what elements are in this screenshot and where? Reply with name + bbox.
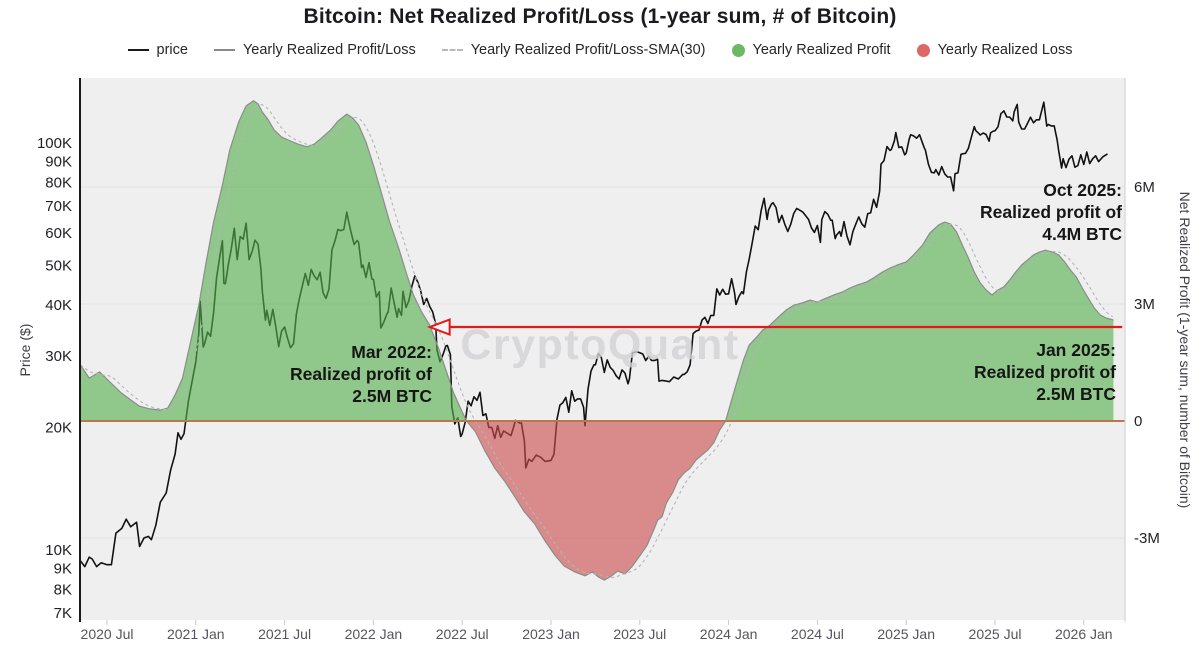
price-axis-tick-label: 100K: [37, 135, 72, 152]
x-axis-tick-label: 2022 Jan: [345, 626, 403, 642]
annotation-mar-2022-line: 2.5M BTC: [352, 386, 432, 406]
loss-area: [80, 421, 1114, 581]
annotation-jan-2025-line: 2.5M BTC: [1036, 384, 1116, 404]
x-axis-tick-label: 2023 Jan: [522, 626, 580, 642]
x-axis-tick-label: 2021 Jan: [167, 626, 225, 642]
price-axis-tick-label: 40K: [45, 297, 72, 314]
annotation-mar-2022-line: Mar 2022:: [351, 342, 432, 362]
line-swatch-icon: [127, 49, 149, 51]
price-axis-tick-label: 80K: [45, 174, 72, 191]
dashed-line-swatch-icon: [441, 49, 463, 51]
x-axis-tick-label: 2020 Jul: [81, 626, 134, 642]
chart-legend: price Yearly Realized Profit/Loss Yearly R…: [0, 42, 1200, 58]
legend-item-price[interactable]: price: [127, 42, 188, 58]
legend-label: Yearly Realized Profit/Loss-SMA(30): [470, 42, 706, 58]
comparison-arrow-head-icon: [426, 318, 451, 336]
price-axis-tick-label: 9K: [54, 561, 72, 578]
x-axis-tick-label: 2023 Jul: [613, 626, 666, 642]
legend-label: price: [156, 42, 188, 58]
realized-pl-sma-line: [80, 103, 1113, 579]
legend-item-yearly-realized-loss[interactable]: Yearly Realized Loss: [916, 42, 1073, 58]
annotation-oct-2025-line: Oct 2025:: [1043, 180, 1122, 200]
annotation-jan-2025-line: Jan 2025:: [1036, 340, 1116, 360]
x-axis-tick-label: 2021 Jul: [258, 626, 311, 642]
legend-item-yearly-realized-profit-loss[interactable]: Yearly Realized Profit/Loss: [213, 42, 416, 58]
chart-title: Bitcoin: Net Realized Profit/Loss (1-yea…: [303, 5, 897, 28]
legend-label: Yearly Realized Profit: [752, 42, 891, 58]
legend-item-yearly-realized-profit[interactable]: Yearly Realized Profit: [731, 42, 891, 58]
x-axis-tick-label: 2026 Jan: [1055, 626, 1113, 642]
pl-axis-tick-label: 3M: [1134, 296, 1155, 313]
x-axis-tick-label: 2025 Jul: [969, 626, 1022, 642]
price-axis-tick-label: 20K: [45, 419, 72, 436]
legend-item-yearly-realized-profit-loss-sma-30-[interactable]: Yearly Realized Profit/Loss-SMA(30): [441, 42, 706, 58]
pl-axis-tick-label: 6M: [1134, 179, 1155, 196]
price-axis-tick-label: 10K: [45, 542, 72, 559]
annotation-mar-2022-line: Realized profit of: [290, 364, 432, 384]
realized-pl-line: [79, 100, 1114, 581]
pl-axis-tick-label: 0: [1134, 413, 1142, 430]
dot-swatch-icon: [916, 43, 930, 57]
profit-area: [80, 100, 1114, 422]
pl-axis-tick-label: -3M: [1134, 530, 1160, 547]
price-axis-tick-label: 90K: [45, 154, 72, 171]
x-axis-tick-label: 2022 Jul: [436, 626, 489, 642]
dot-swatch-icon: [731, 43, 745, 57]
x-axis-tick-label: 2025 Jan: [877, 626, 935, 642]
cryptoquant-watermark: CryptoQuant: [460, 321, 739, 369]
price-axis-tick-label: 70K: [45, 198, 72, 215]
annotation-oct-2025-line: 4.4M BTC: [1042, 224, 1122, 244]
legend-label: Yearly Realized Loss: [937, 42, 1073, 58]
line-swatch-icon: [213, 49, 235, 51]
annotation-oct-2025-line: Realized profit of: [980, 202, 1122, 222]
annotation-jan-2025-line: Realized profit of: [974, 362, 1116, 382]
price-axis-tick-label: 50K: [45, 257, 72, 274]
pl-axis-title: Net Realized Profit (1-year sum, number …: [1177, 192, 1193, 509]
price-axis-tick-label: 60K: [45, 225, 72, 242]
legend-label: Yearly Realized Profit/Loss: [242, 42, 416, 58]
x-axis-tick-label: 2024 Jan: [700, 626, 758, 642]
price-axis-tick-label: 7K: [54, 605, 72, 622]
price-axis-title: Price ($): [17, 324, 33, 377]
x-axis-tick-label: 2024 Jul: [791, 626, 844, 642]
price-axis-tick-label: 8K: [54, 581, 72, 598]
price-axis-tick-label: 30K: [45, 348, 72, 365]
